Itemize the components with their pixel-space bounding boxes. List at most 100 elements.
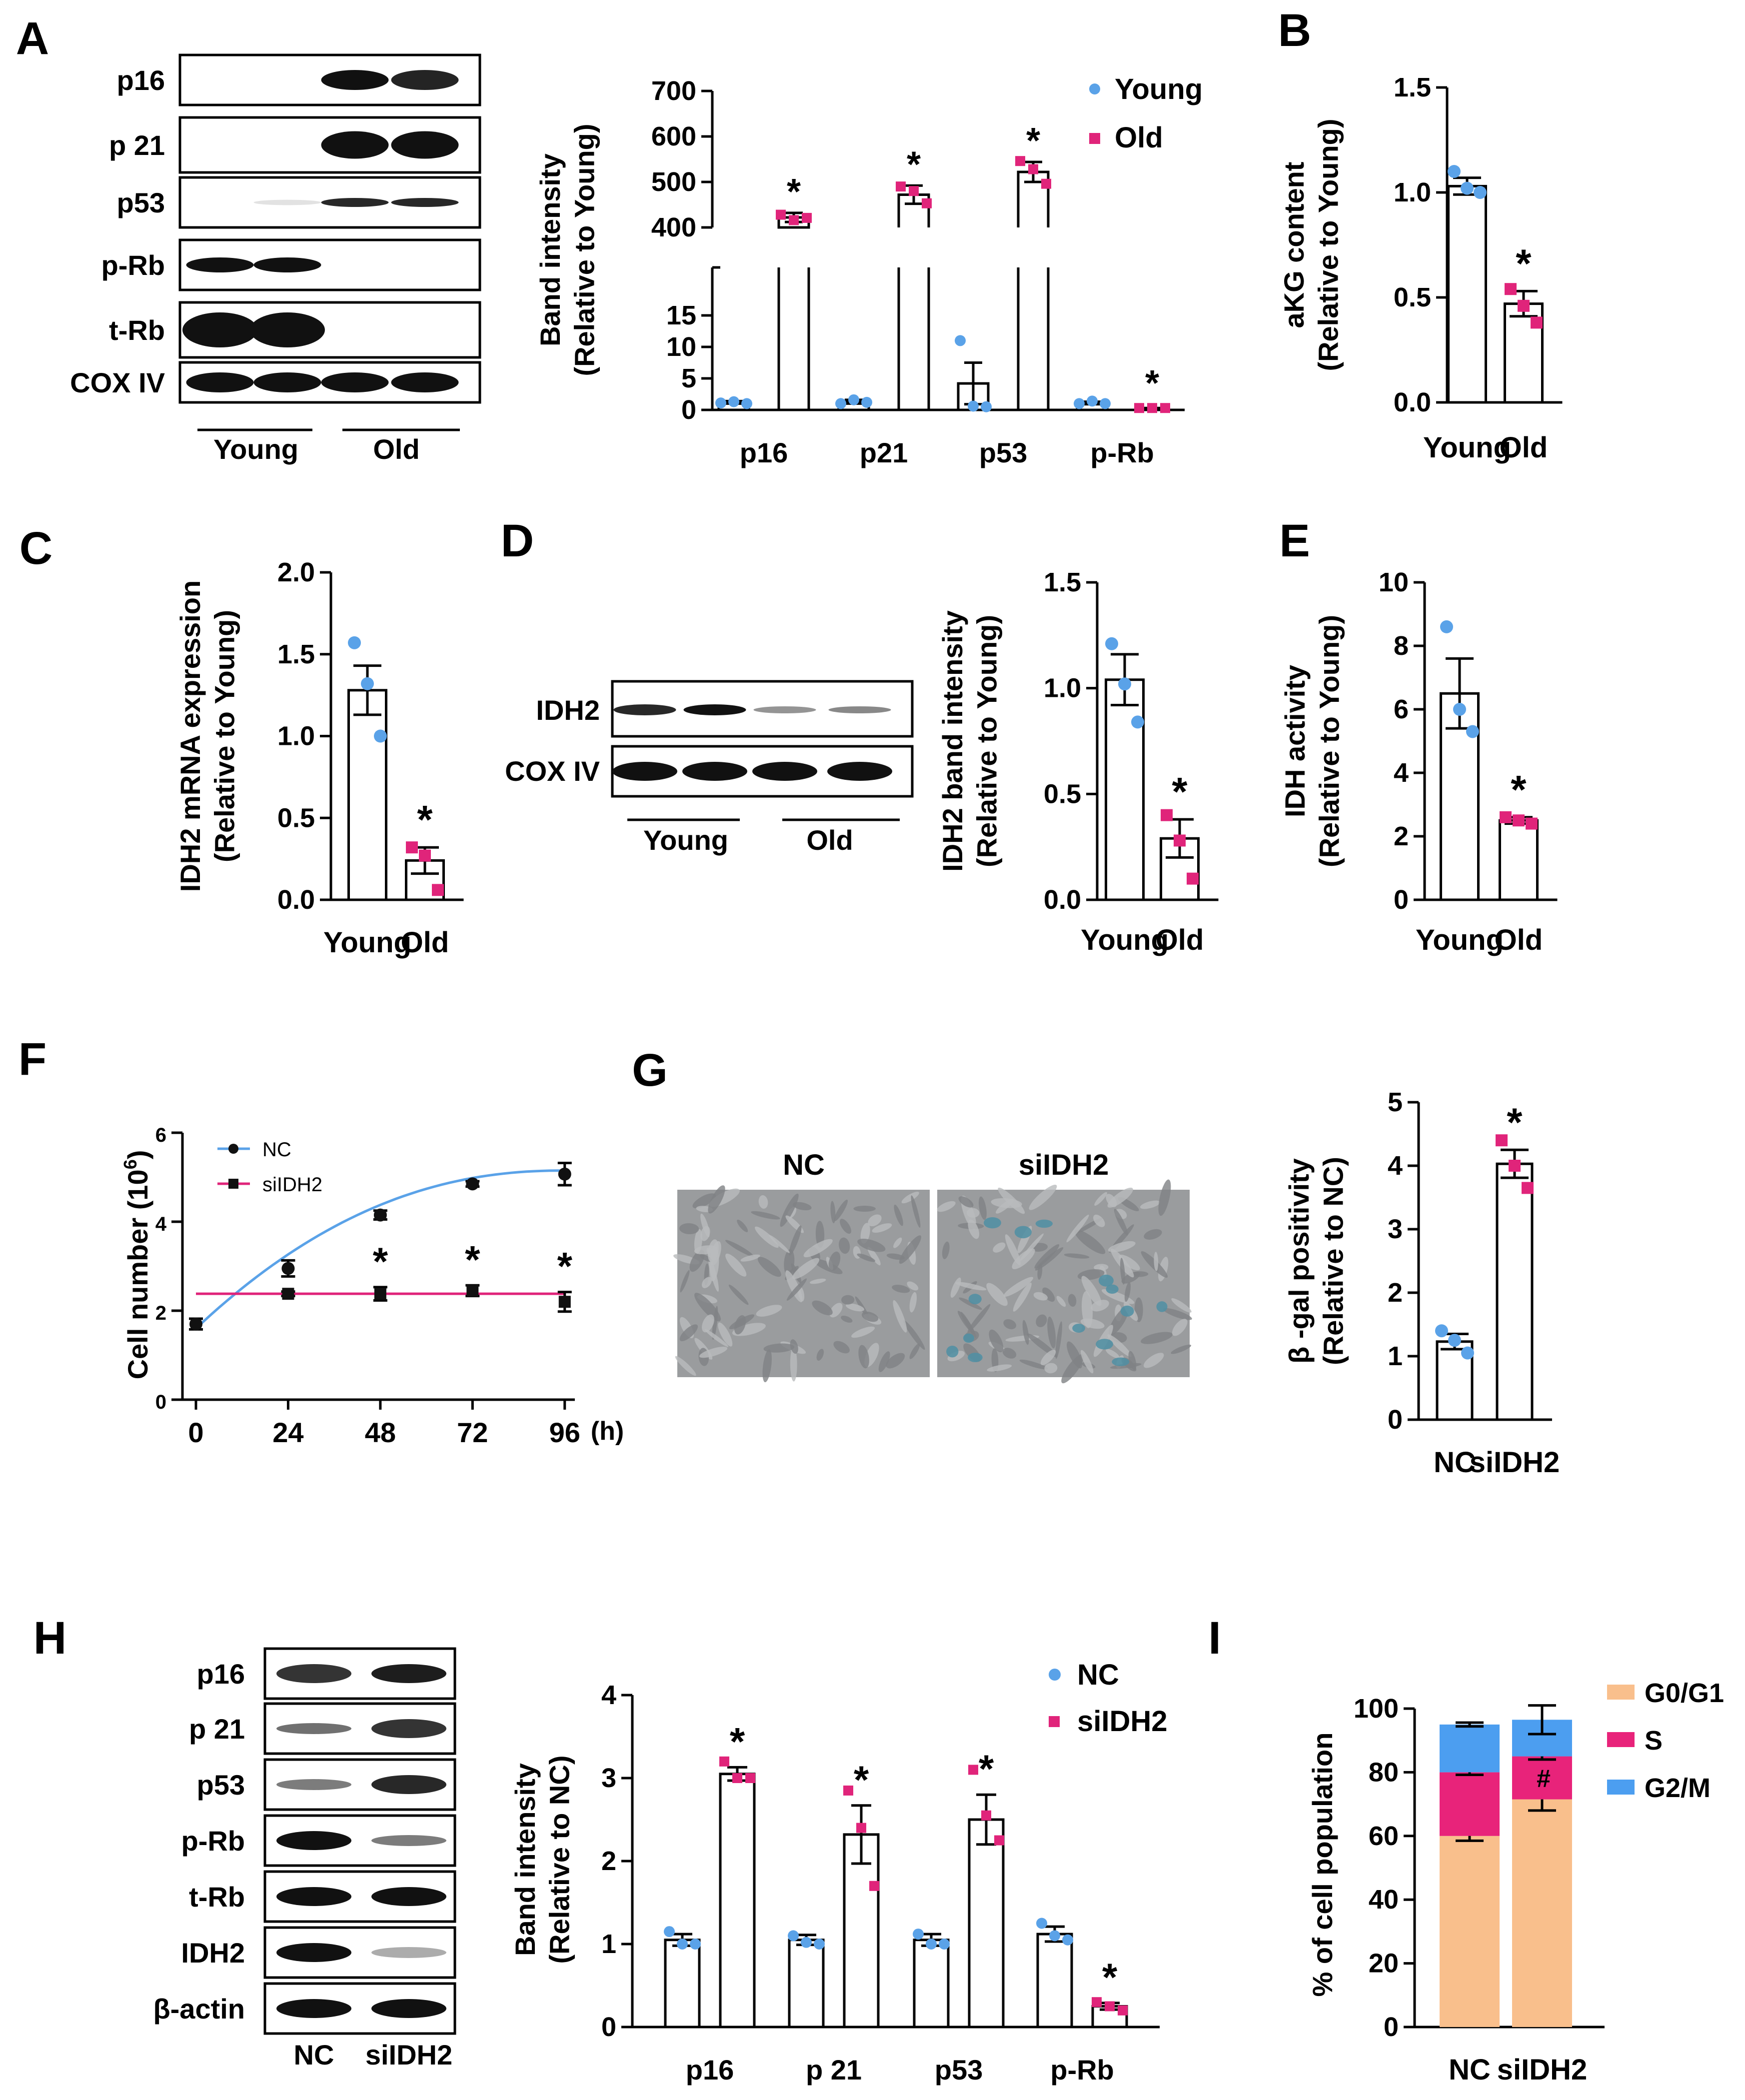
chart-H: 0 1 2 3 4 Band intensity (Relative to NC) * * * * p… <box>509 1659 1168 2086</box>
cell-shape <box>1121 1272 1140 1284</box>
cell-shape <box>967 1304 991 1333</box>
data-point <box>1474 186 1487 199</box>
bar <box>347 689 387 901</box>
blot-row-label: IDH2 <box>536 694 600 726</box>
series-line-nc <box>195 1169 565 1330</box>
y-tick-label: 400 <box>651 212 696 242</box>
image-label: siIDH2 <box>1019 1149 1109 1181</box>
x-tick-label: p16 <box>686 2054 734 2086</box>
y-axis-label: IDH2 mRNA expression <box>174 580 206 892</box>
chart-D: 0.0 0.5 1.0 1.5 IDH2 band intensity (Relative… <box>937 567 1219 956</box>
x-tick-label: 0 <box>188 1417 203 1448</box>
cell-shape <box>828 1251 841 1271</box>
data-point <box>1092 1997 1102 2008</box>
micrograph <box>673 1185 930 1383</box>
data-point <box>466 1177 479 1191</box>
data-point <box>1435 1324 1448 1338</box>
data-point <box>1131 715 1144 729</box>
legend-marker <box>228 1144 238 1154</box>
cell-shape <box>694 1229 702 1254</box>
stained-cell <box>1096 1339 1113 1350</box>
stained-cell <box>983 1217 1001 1229</box>
data-point <box>419 849 431 862</box>
cell-shape <box>1034 1244 1060 1269</box>
stained-cell <box>1014 1226 1032 1239</box>
cell-shape <box>833 1341 850 1354</box>
panel-letter-A: A <box>16 13 49 64</box>
x-unit-label: (h) <box>591 1417 624 1446</box>
blot-band <box>683 704 746 715</box>
cell-shape <box>737 1219 748 1232</box>
data-point <box>1453 703 1466 716</box>
y-axis-label: (Relative to Young) <box>971 615 1002 867</box>
panel-letter-G: G <box>632 1045 668 1096</box>
cell-shape <box>1074 1230 1106 1254</box>
cell-shape <box>901 1191 919 1204</box>
y-tick-label: 700 <box>651 76 696 106</box>
x-tick-label: Young <box>1081 924 1169 956</box>
blot-row-label: p53 <box>197 1769 245 1801</box>
bar <box>664 1939 701 2029</box>
significance-mark: * <box>1511 767 1527 812</box>
cell-shape <box>979 1196 987 1220</box>
blot-band <box>186 372 254 392</box>
blot-band <box>828 706 891 713</box>
cell-shape <box>708 1185 725 1214</box>
chart-I: 0 20 40 60 80 100 % of cell population # NC siIDH… <box>1307 1678 1724 2086</box>
chart-C: 0.0 0.5 1.0 1.5 2.0 IDH2 mRNA expression (Rela… <box>174 557 464 959</box>
data-point <box>558 1167 571 1181</box>
x-tick-label: NC <box>1449 2054 1491 2086</box>
cell-shape <box>958 1196 974 1208</box>
cell-shape <box>829 1303 843 1318</box>
cell-shape <box>1118 1254 1140 1271</box>
significance-mark: * <box>1026 121 1040 161</box>
group-label: NC <box>294 2039 334 2071</box>
data-point <box>374 1288 386 1300</box>
blot-band <box>321 131 389 159</box>
cell-shape <box>909 1292 917 1313</box>
cell-shape <box>1005 1234 1021 1266</box>
cell-shape <box>1055 1321 1062 1359</box>
y-tick-label: 4 <box>1388 1151 1403 1181</box>
stained-cell <box>946 1345 959 1358</box>
data-point <box>348 636 361 649</box>
cell-shape <box>1081 1276 1102 1306</box>
cell-shape <box>858 1345 869 1369</box>
data-point <box>373 1208 387 1222</box>
group-label: Old <box>373 433 419 465</box>
panel-letters: A B C D E F G H I <box>16 5 1311 1664</box>
cell-shape <box>692 1193 716 1209</box>
y-tick-label: 100 <box>1354 1694 1399 1724</box>
panel-letter-E: E <box>1279 515 1310 566</box>
cell-shape <box>893 1237 902 1248</box>
blot-row-label: p16 <box>197 1658 245 1690</box>
cell-shape <box>899 1235 921 1264</box>
cell-shape <box>1066 1214 1089 1243</box>
blot-band <box>682 762 747 781</box>
x-tick-label: p 21 <box>806 2054 862 2086</box>
cell-shape <box>1124 1282 1131 1302</box>
cell-shape <box>841 1295 855 1305</box>
significance-mark: * <box>373 1239 388 1283</box>
data-point <box>1522 1182 1534 1194</box>
y-tick-label: 0 <box>601 2012 616 2042</box>
blot-band <box>276 1999 351 2018</box>
legend-label: G2/M <box>1645 1773 1711 1803</box>
data-point <box>1118 677 1131 691</box>
blot-row-label: t-Rb <box>109 314 165 346</box>
data-point <box>1440 620 1453 633</box>
cell-shape <box>704 1329 729 1347</box>
blot-band <box>391 198 459 207</box>
y-tick-label: 3 <box>1388 1214 1403 1244</box>
blot-row-label: COX IV <box>505 755 600 787</box>
micrograph-background <box>937 1190 1190 1377</box>
cell-shape <box>785 1270 803 1303</box>
cell-shape <box>700 1226 710 1241</box>
cell-shape <box>763 1343 795 1353</box>
y-tick-label: 10 <box>1379 567 1409 597</box>
legend-label: NC <box>262 1139 291 1161</box>
data-point <box>981 401 992 412</box>
data-point <box>361 677 374 690</box>
cell-shape <box>839 1237 850 1254</box>
